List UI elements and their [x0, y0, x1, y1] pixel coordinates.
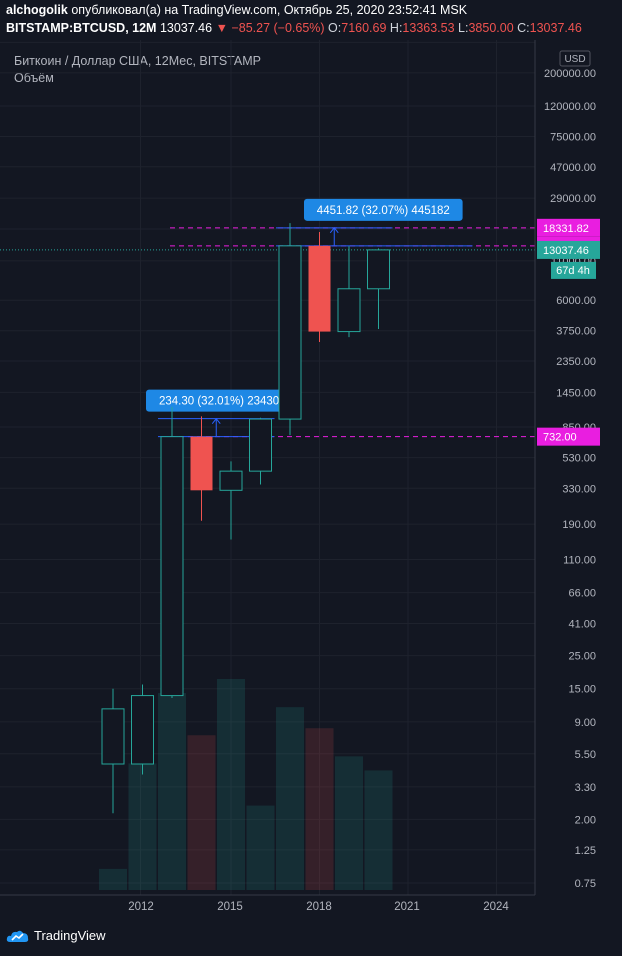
countdown-tag-text: 67d 4h: [556, 265, 590, 277]
price-tick-label: 15.00: [568, 684, 596, 696]
time-tick-label: 2012: [128, 901, 154, 913]
level-price-tag-text: 732.00: [543, 432, 577, 444]
time-tick-label: 2018: [306, 901, 332, 913]
author-name[interactable]: alchogolik: [6, 3, 68, 17]
price-tick-label: 41.00: [568, 619, 596, 631]
candle-body[interactable]: [190, 436, 213, 491]
price-tick-label: 3750.00: [556, 326, 596, 338]
level-price-tag[interactable]: [537, 427, 600, 446]
candle-body[interactable]: [101, 708, 125, 765]
price-tick-label: 0.75: [575, 878, 596, 890]
tradingview-cloud-icon: [6, 930, 29, 942]
candle-body[interactable]: [367, 249, 390, 290]
price-tick-label: 9.00: [575, 717, 596, 729]
price-tick-label: 110.00: [563, 555, 596, 567]
price-tick-label: 66.00: [568, 588, 596, 600]
level-price-tag-text: 18331.82: [543, 223, 589, 235]
header-line-1: alchogolik опубликовал(а) на TradingView…: [6, 3, 467, 17]
volume-bar: [276, 707, 304, 890]
price-tick-label: 330.00: [562, 483, 596, 495]
price-tick-label: 5.50: [575, 749, 596, 761]
price-tick-label: 190.00: [562, 519, 596, 531]
price-tick-label: 29000.00: [550, 193, 596, 205]
price-tick-label: 3.30: [575, 782, 596, 794]
volume-bar: [364, 770, 393, 890]
volume-bar: [335, 756, 363, 890]
volume-bar: [305, 728, 334, 890]
time-tick-label: 2024: [483, 901, 509, 913]
price-tick-label: 530.00: [562, 453, 596, 465]
close-label: C:: [517, 21, 530, 35]
published-text: опубликовал(а) на TradingView.com, Октяб…: [71, 3, 468, 17]
candle-body[interactable]: [160, 436, 184, 697]
level-price-tag[interactable]: [537, 218, 600, 237]
time-tick-label: 2015: [217, 901, 243, 913]
volume-bar: [99, 868, 127, 890]
price-tick-label: 6000.00: [556, 295, 596, 307]
price-tick-label: 120000.00: [544, 101, 596, 113]
candle-body[interactable]: [308, 245, 331, 332]
high-label: H:: [389, 21, 403, 35]
down-arrow-icon: ▼: [215, 21, 228, 35]
price-tick-label: 1450.00: [556, 387, 596, 399]
volume-bar: [246, 805, 275, 890]
candle-body[interactable]: [337, 288, 361, 333]
volume-title[interactable]: Объём: [14, 71, 54, 85]
measure-arrow-icon: [211, 417, 221, 424]
candle-body[interactable]: [219, 470, 243, 491]
volume-bar: [158, 693, 186, 890]
measure-arrow-icon: [329, 227, 339, 234]
currency-badge[interactable]: [559, 50, 591, 67]
tradingview-brand: TradingView: [34, 928, 106, 943]
candle-body[interactable]: [131, 695, 154, 765]
chart-legend: Биткоин / Доллар США, 12Мес, BITSTAMP Об…: [14, 53, 261, 87]
last-price-tag-text: 13037.46: [543, 245, 589, 257]
price-tick-label: 2.00: [575, 814, 596, 826]
volume-bar: [217, 679, 245, 890]
open-label: O:: [328, 21, 342, 35]
tradingview-logo[interactable]: TradingView: [6, 928, 106, 943]
last-price-tag[interactable]: [537, 240, 600, 259]
price-tick-label: 47000.00: [550, 162, 596, 174]
last-price: 13037.46: [159, 21, 213, 35]
measure-badge-text: 4451.82 (32.07%) 445182: [317, 205, 450, 217]
close-value: 13037.46: [529, 21, 582, 35]
price-tick-label: 200000.00: [544, 68, 596, 80]
low-value: 3850.00: [468, 21, 514, 35]
price-chart[interactable]: 234.30 (32.01%) 23430 4451.82 (32.07%) 44…: [0, 0, 622, 920]
candle-body[interactable]: [278, 245, 302, 420]
low-label: L:: [458, 21, 469, 35]
price-tick-label: 2350.00: [556, 356, 596, 368]
volume-bar: [128, 763, 157, 890]
high-value: 13363.53: [402, 21, 455, 35]
price-change: −85.27 (−0.65%): [231, 21, 325, 35]
price-tick-label: 25.00: [568, 651, 596, 663]
volume-bar: [187, 735, 216, 890]
time-tick-label: 2021: [394, 901, 420, 913]
price-tick-label: 1.25: [575, 845, 596, 857]
candle-body[interactable]: [249, 418, 272, 472]
series-title[interactable]: Биткоин / Доллар США, 12Мес, BITSTAMP: [14, 54, 261, 68]
currency-label: USD: [564, 54, 585, 65]
measure-badge-text: 234.30 (32.01%) 23430: [159, 396, 279, 408]
price-tick-label: 75000.00: [550, 131, 596, 143]
measure-badge[interactable]: [304, 198, 463, 221]
symbol-label: BITSTAMP:BTCUSD, 12M: [6, 21, 157, 35]
countdown-tag: [551, 261, 596, 279]
measure-badge[interactable]: [146, 389, 293, 412]
open-value: 7160.69: [341, 21, 387, 35]
header-line-2: BITSTAMP:BTCUSD, 12M 13037.46 ▼ −85.27 (…: [6, 21, 582, 35]
